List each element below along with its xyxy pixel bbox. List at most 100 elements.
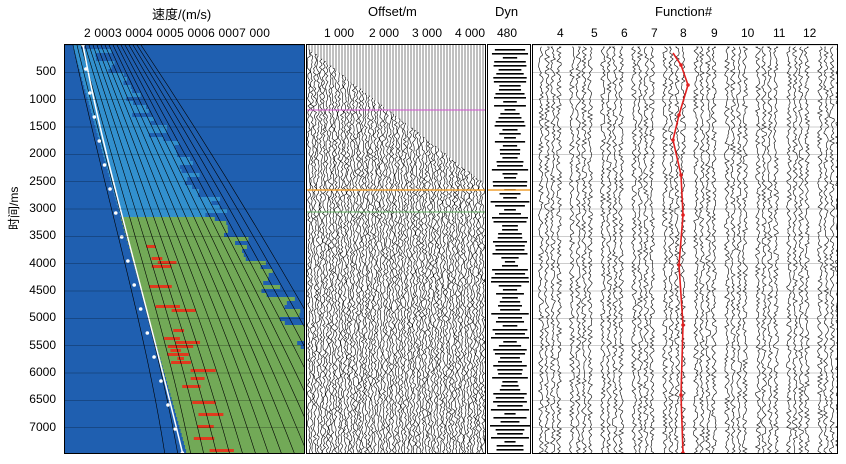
velocity-energy-band [112, 185, 193, 189]
dyn-event [502, 145, 518, 147]
offset-trace [469, 173, 473, 453]
y-tick-label: 2500 [29, 173, 56, 188]
offset-trace [354, 86, 360, 453]
velocity-energy-band [178, 421, 304, 425]
dyn-event [504, 209, 516, 211]
y-tick-label: 1000 [29, 91, 56, 106]
velocity-energy-peak [177, 357, 184, 360]
function-pick-point [681, 213, 685, 217]
offset-trace [348, 81, 353, 453]
velocity-spectrum-panel[interactable] [64, 44, 305, 454]
dyn-event [491, 313, 529, 315]
velocity-pick-point [159, 379, 163, 383]
velocity-energy-band [180, 429, 304, 433]
offset-trace [454, 162, 459, 453]
velocity-energy-band [151, 325, 304, 329]
y-tick-label: 4500 [29, 283, 56, 297]
function-trace [555, 46, 563, 453]
velocity-energy-peak [192, 401, 216, 404]
velocity-energy-peak [151, 257, 163, 260]
function-trace [606, 46, 612, 453]
offset-trace [318, 58, 324, 453]
velocity-energy-band [162, 365, 304, 369]
velocity-energy-band [114, 193, 198, 197]
offset-trace [406, 125, 410, 453]
dyn-event [504, 441, 516, 443]
dyn-event [496, 449, 524, 451]
dyn-event [494, 61, 526, 63]
velocity-energy-band [142, 293, 267, 297]
function-trace [828, 46, 836, 453]
dyn-event [498, 117, 522, 119]
offset-gather-panel[interactable] [306, 44, 486, 454]
function-tick-8: 8 [680, 26, 687, 40]
function-pick-point [681, 323, 685, 327]
dyn-event [494, 353, 526, 355]
function-tick-10: 10 [741, 26, 755, 40]
velocity-contour-line [112, 45, 295, 453]
velocity-energy-band [154, 337, 304, 341]
velocity-energy-band [131, 253, 244, 257]
velocity-energy-peak [175, 341, 201, 344]
function-trace [611, 46, 619, 453]
offset-trace [325, 63, 329, 453]
velocity-contour-line [96, 45, 243, 453]
offset-trace [408, 127, 413, 453]
dyn-event [490, 425, 530, 427]
velocity-energy-band [179, 425, 304, 429]
velocity-energy-band [176, 413, 304, 417]
dyn-event [498, 345, 522, 347]
function-trace [549, 46, 557, 453]
offset-trace [351, 84, 357, 453]
velocity-energy-band [149, 317, 280, 321]
function-trace [786, 46, 793, 453]
function-plot[interactable] [533, 45, 838, 454]
dyn-event [501, 453, 519, 454]
offset-trace [460, 167, 465, 453]
offset-gather-plot[interactable] [307, 45, 486, 454]
velocity-energy-peak [209, 449, 234, 452]
velocity-energy-peak [193, 437, 215, 440]
offset-trace [417, 134, 422, 453]
velocity-energy-band [88, 101, 134, 105]
velocity-contour-line [88, 45, 217, 453]
function-tick-7: 7 [651, 26, 658, 40]
velocity-energy-band [185, 445, 304, 449]
dyn-event [502, 173, 518, 175]
dyn-event [500, 421, 520, 423]
velocity-energy-band [90, 109, 149, 113]
velocity-contour-line [140, 45, 304, 309]
function-trace [636, 46, 644, 453]
offset-trace [358, 88, 363, 453]
offset-trace [375, 102, 381, 453]
velocity-pick-point [113, 211, 118, 215]
velocity-energy-band [159, 353, 304, 357]
offset-trace [342, 77, 347, 453]
dyn-event [497, 433, 523, 435]
velocity-energy-band [73, 45, 82, 49]
velocity-spectrum-plot[interactable] [65, 45, 305, 454]
velocity-energy-band [169, 389, 304, 393]
dyn-event [499, 193, 521, 195]
velocity-pick-point [152, 355, 156, 359]
dyn-panel[interactable] [487, 44, 531, 454]
velocity-energy-peak [146, 245, 156, 248]
dyn-plot[interactable] [488, 45, 531, 454]
velocity-pick-curve [82, 45, 184, 453]
function-panel-title: Function# [655, 4, 713, 19]
y-tick-label: 3500 [29, 228, 56, 243]
velocity-energy-band [150, 321, 285, 325]
velocity-energy-band [118, 209, 228, 213]
velocity-energy-band [123, 225, 228, 229]
function-trace [662, 46, 669, 453]
offset-trace [369, 98, 375, 453]
function-trace [791, 46, 798, 453]
function-pick-point [671, 138, 675, 142]
velocity-energy-band [99, 141, 179, 145]
velocity-energy-band [117, 205, 220, 209]
dyn-event [495, 93, 525, 95]
velocity-pick-point [166, 403, 170, 407]
velocity-contour-line [108, 45, 282, 453]
function-panel[interactable] [532, 44, 838, 454]
dyn-event [491, 437, 529, 439]
